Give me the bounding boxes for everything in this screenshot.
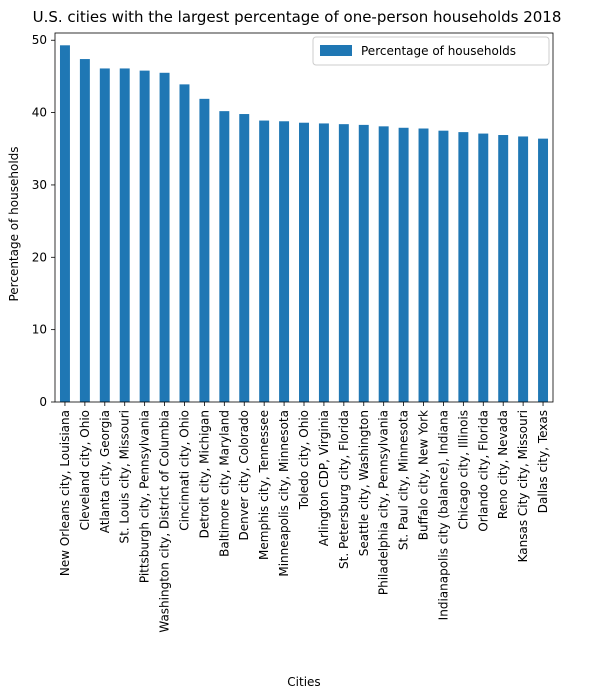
x-tick-label: Kansas City city, Missouri [516,410,530,562]
legend-box [312,36,550,66]
y-tick-label: 10 [32,323,47,337]
bar [318,123,329,402]
x-axis-label: Cities [287,675,320,689]
x-tick-label: Chicago city, Illinois [456,410,470,529]
legend: Percentage of households [312,36,550,66]
y-axis: 0 10 20 30 40 50 [32,33,55,409]
x-tick-label: Toledo city, Ohio [297,410,311,510]
x-tick-label: St. Petersburg city, Florida [337,410,351,569]
bar [358,124,369,402]
chart-title: U.S. cities with the largest percentage … [33,8,562,26]
bar [538,138,549,402]
legend-swatch [320,45,352,56]
x-tick-label: Detroit city, Michigan [197,410,211,538]
x-tick-label: St. Paul city, Minnesota [397,410,411,550]
bar [458,132,469,402]
bar [119,68,130,402]
x-tick-label: Atlanta city, Georgia [98,410,112,533]
x-tick-label: Minneapolis city, Minnesota [277,410,291,577]
bar [79,59,90,403]
bar [299,122,309,402]
bar [438,130,449,402]
x-tick-label: Indianapolis city (balance), Indiana [436,410,450,620]
x-tick-label: Orlando city, Florida [476,410,490,532]
bar [139,70,150,403]
x-tick-label: Buffalo city, New York [417,410,431,540]
bar [338,124,349,402]
x-tick-label: Cleveland city, Ohio [78,410,92,530]
y-tick-label: 50 [32,33,47,47]
x-axis: New Orleans city, Louisiana Cleveland cit… [58,402,550,633]
x-tick-label: New Orleans city, Louisiana [58,410,72,576]
bar [159,72,170,402]
bar [59,45,70,403]
x-tick-label: Pittsburgh city, Pennsylvania [138,410,152,583]
x-tick-label: Reno city, Nevada [496,410,510,519]
x-tick-label: Cincinnati city, Ohio [177,410,191,531]
x-tick-label: Washington city, District of Columbia [158,410,172,633]
plot-area [54,32,554,403]
bar [398,127,409,402]
y-axis-label: Percentage of households [7,146,21,301]
y-tick-label: 30 [32,178,47,192]
x-tick-label: Baltimore city, Maryland [217,410,231,557]
y-tick-label: 40 [32,106,47,120]
x-tick-label: Seattle city, Washington [357,410,371,556]
bar [498,135,509,402]
x-tick-label: Philadelphia city, Pennsylvania [377,410,391,595]
bar [99,68,110,402]
legend-label: Percentage of households [361,44,516,58]
x-tick-label: Dallas city, Texas [536,410,550,513]
x-tick-label: Memphis city, Tennessee [257,410,271,560]
bar [418,128,429,402]
bar [179,84,190,403]
x-tick-label: Denver city, Colorado [237,410,251,540]
x-tick-label: Arlington CDP, Virginia [317,410,331,546]
bar [478,133,489,402]
bar [518,136,529,402]
bar [259,120,270,403]
bar [239,114,250,402]
y-tick-label: 0 [39,395,47,409]
x-tick-label: St. Louis city, Missouri [118,410,132,544]
bar [219,111,230,402]
y-tick-label: 20 [32,250,47,264]
bar [279,121,290,403]
bar [378,126,389,402]
bar [199,98,210,402]
